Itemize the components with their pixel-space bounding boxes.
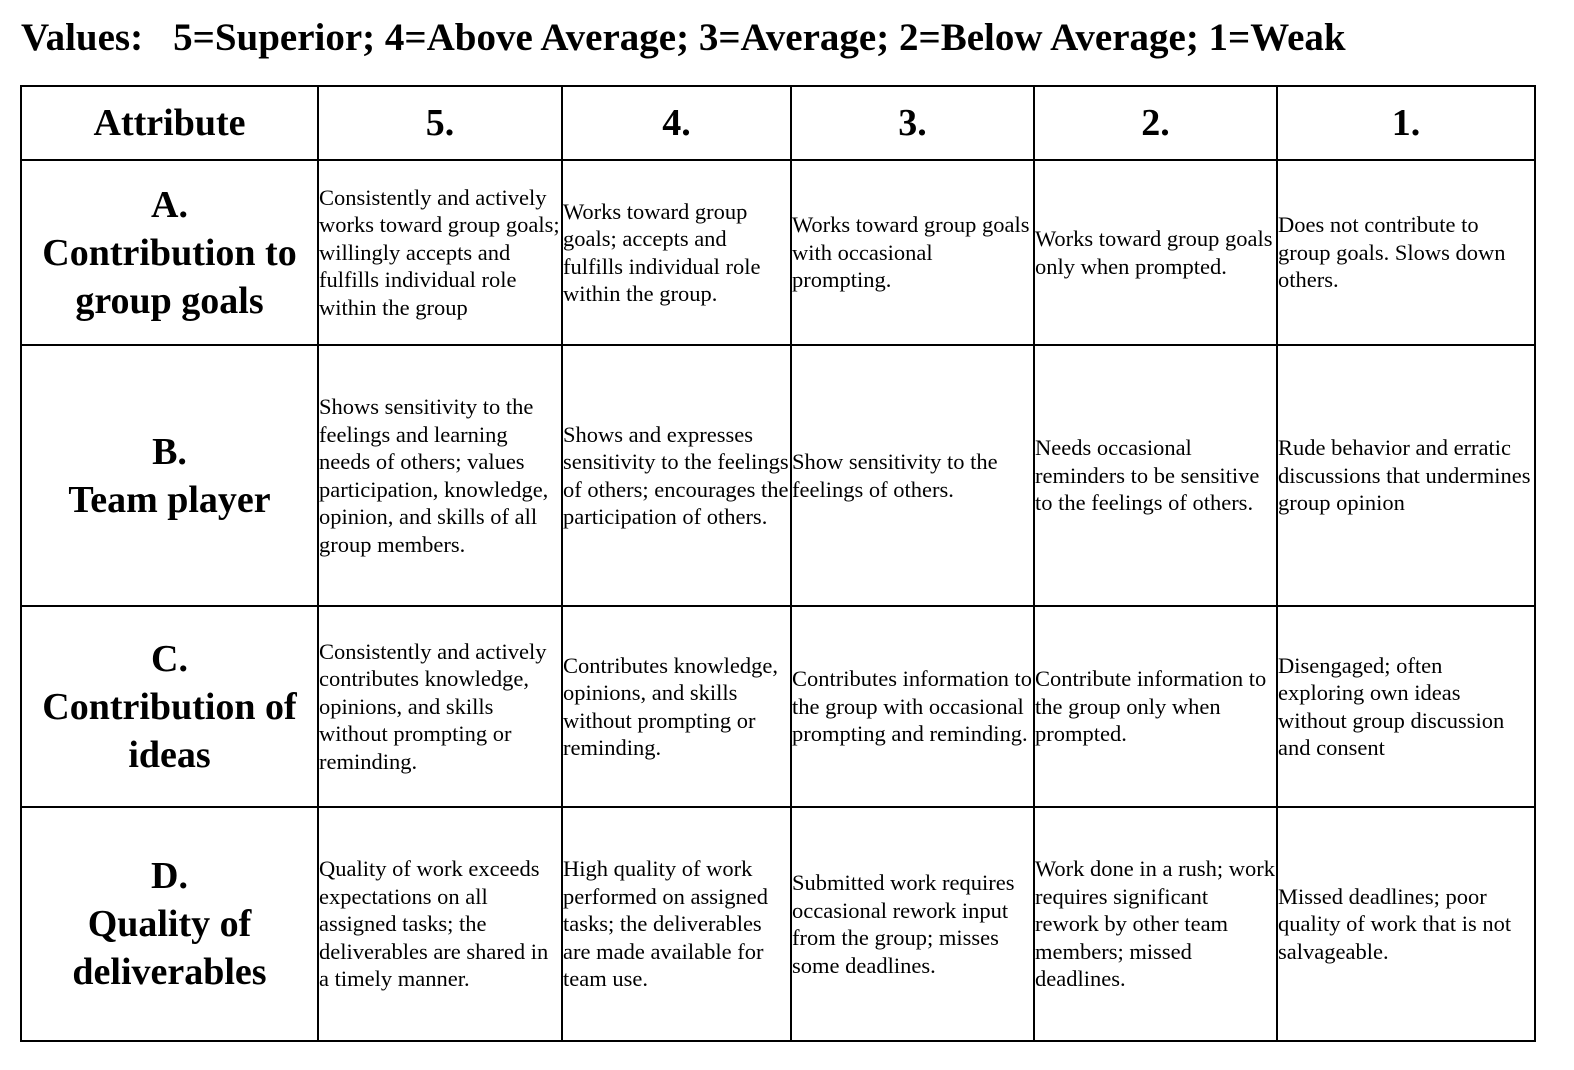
values-legend-text: 5=Superior; 4=Above Average; 3=Average; … <box>173 16 1346 59</box>
header-score-2: 2. <box>1033 85 1278 161</box>
score-3-description: Submitted work requires occasional rewor… <box>790 806 1035 1042</box>
score-2-description: Needs occasional reminders to be sensiti… <box>1033 344 1278 607</box>
header-row: Attribute 5. 4. 3. 2. 1. <box>20 85 1536 161</box>
header-score-3: 3. <box>790 85 1035 161</box>
attribute-cell: A. Contribution to group goals <box>20 159 319 346</box>
table-row: D. Quality of deliverables Quality of wo… <box>20 806 1536 1042</box>
score-1-description: Disengaged; often exploring own ideas wi… <box>1276 605 1536 808</box>
rubric-table: Attribute 5. 4. 3. 2. 1. A. Contribution… <box>20 85 1536 1042</box>
table-row: A. Contribution to group goals Consisten… <box>20 159 1536 346</box>
score-4-description: Works toward group goals; accepts and fu… <box>561 159 792 346</box>
values-legend: Values: 5=Superior; 4=Above Average; 3=Av… <box>21 14 1346 62</box>
attribute-letter: B. <box>152 430 187 473</box>
score-5-description: Consistently and actively works toward g… <box>317 159 563 346</box>
score-3-description: Show sensitivity to the feelings of othe… <box>790 344 1035 607</box>
attribute-letter: A. <box>151 183 188 226</box>
score-1-description: Missed deadlines; poor quality of work t… <box>1276 806 1536 1042</box>
score-1-description: Rude behavior and erratic discussions th… <box>1276 344 1536 607</box>
attribute-name: Quality of deliverables <box>72 903 267 993</box>
attribute-name: Contribution of ideas <box>42 685 297 776</box>
table-row: B. Team player Shows sensitivity to the … <box>20 344 1536 607</box>
header-score-1: 1. <box>1276 85 1536 161</box>
header-score-5: 5. <box>317 85 563 161</box>
attribute-name: Contribution to group goals <box>42 231 297 322</box>
header-attribute: Attribute <box>20 85 319 161</box>
score-3-description: Contributes information to the group wit… <box>790 605 1035 808</box>
score-4-description: Shows and expresses sensitivity to the f… <box>561 344 792 607</box>
score-2-description: Work done in a rush; work requires signi… <box>1033 806 1278 1042</box>
score-2-description: Works toward group goals only when promp… <box>1033 159 1278 346</box>
score-2-description: Contribute information to the group only… <box>1033 605 1278 808</box>
attribute-letter: C. <box>151 637 188 680</box>
table-row: C. Contribution of ideas Consistently an… <box>20 605 1536 808</box>
score-1-description: Does not contribute to group goals. Slow… <box>1276 159 1536 346</box>
score-5-description: Shows sensitivity to the feelings and le… <box>317 344 563 607</box>
attribute-cell: D. Quality of deliverables <box>20 806 319 1042</box>
attribute-cell: B. Team player <box>20 344 319 607</box>
values-legend-label: Values: <box>21 16 144 59</box>
attribute-letter: D. <box>151 855 188 897</box>
score-5-description: Consistently and actively contributes kn… <box>317 605 563 808</box>
score-4-description: Contributes knowledge, opinions, and ski… <box>561 605 792 808</box>
score-4-description: High quality of work performed on assign… <box>561 806 792 1042</box>
header-score-4: 4. <box>561 85 792 161</box>
score-3-description: Works toward group goals with occasional… <box>790 159 1035 346</box>
attribute-cell: C. Contribution of ideas <box>20 605 319 808</box>
score-5-description: Quality of work exceeds expectations on … <box>317 806 563 1042</box>
attribute-name: Team player <box>68 478 271 521</box>
